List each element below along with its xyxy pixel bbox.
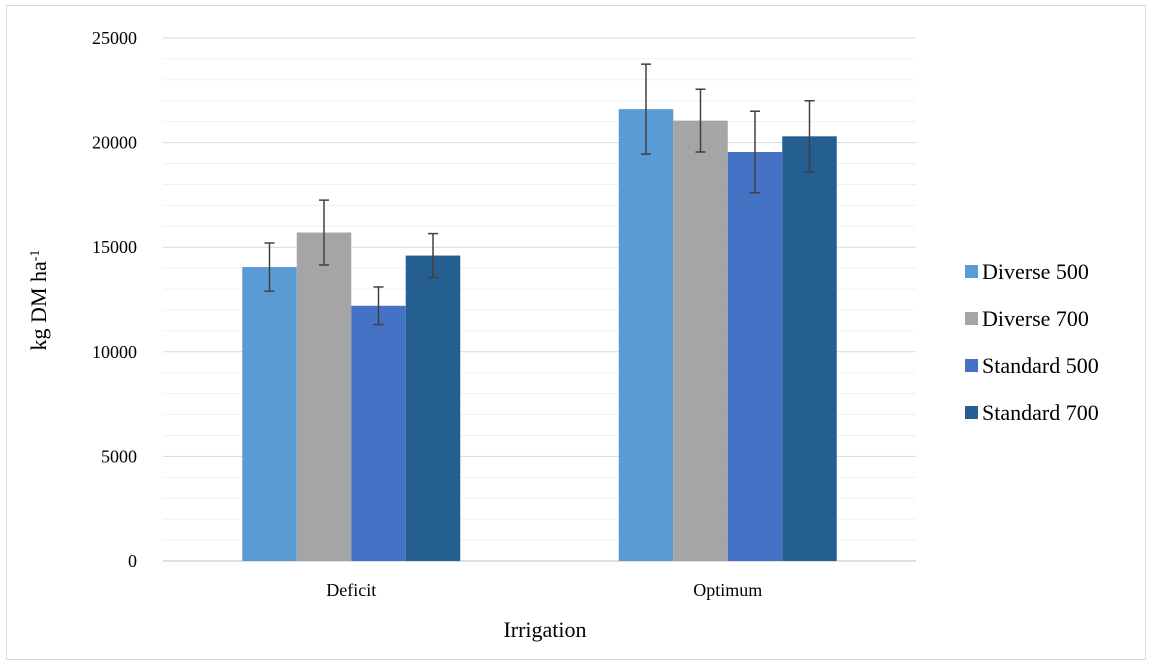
x-axis-label: Irrigation	[503, 617, 586, 642]
y-tick-label: 0	[128, 551, 137, 571]
chart-frame	[6, 5, 1146, 660]
x-tick-label: Optimum	[693, 580, 762, 600]
y-axis-label-main: kg DM ha	[26, 261, 51, 350]
bar	[351, 305, 406, 561]
legend-label: Diverse 700	[982, 306, 1089, 331]
bar	[673, 120, 728, 561]
y-tick-label: 20000	[92, 133, 137, 153]
legend-label: Standard 500	[982, 353, 1099, 378]
x-tick-labels: Deficit Optimum	[326, 580, 762, 600]
legend-label: Diverse 500	[982, 259, 1089, 284]
x-tick-label: Deficit	[326, 580, 376, 600]
legend-label: Standard 700	[982, 400, 1099, 425]
bar	[782, 136, 837, 561]
legend-swatch	[965, 312, 978, 325]
bar	[727, 152, 783, 561]
bars	[242, 109, 837, 562]
legend: Diverse 500 Diverse 700 Standard 500 Standa…	[965, 259, 1099, 425]
bar	[618, 109, 674, 562]
bar	[242, 267, 297, 561]
legend-swatch	[965, 265, 978, 278]
error-bars	[264, 63, 815, 326]
legend-swatch	[965, 359, 978, 372]
legend-swatch	[965, 406, 978, 419]
y-tick-label: 15000	[92, 237, 137, 257]
y-axis-label-superscript: -1	[28, 250, 43, 262]
y-tick-label: 10000	[92, 342, 137, 362]
bar	[296, 232, 352, 561]
bar	[405, 255, 461, 561]
y-axis-label: kg DM ha-1	[26, 250, 51, 351]
y-tick-label: 5000	[101, 446, 137, 466]
y-tick-label: 25000	[92, 28, 137, 48]
y-tick-labels: 0 5000 10000 15000 20000 25000	[92, 28, 137, 571]
